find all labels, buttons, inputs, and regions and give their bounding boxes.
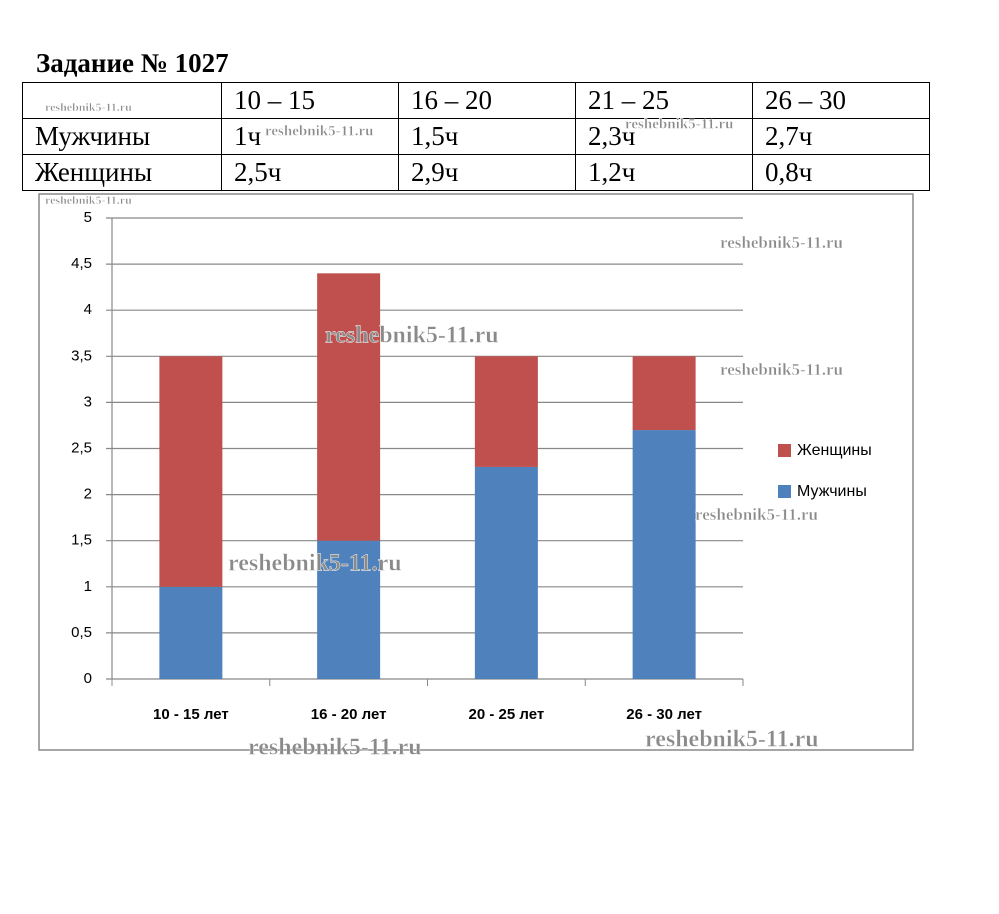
cell: Женщины xyxy=(22,154,222,191)
cell: Мужчины xyxy=(22,118,222,155)
y-tick-label: 0,5 xyxy=(71,624,92,641)
row: Женщины 2,5ч 2,9ч 1,2ч 0,8ч xyxy=(22,154,930,191)
bar-segment xyxy=(317,273,381,541)
watermark: reshebnik5-11.ru xyxy=(720,360,843,379)
y-tick-label: 0 xyxy=(84,670,92,687)
y-tick-label: 1 xyxy=(84,578,92,595)
x-tick-label: 16 - 20 лет xyxy=(311,706,387,723)
header-cell: 10 – 15 xyxy=(221,82,399,119)
cell: 1,2ч xyxy=(575,154,753,191)
bar-segment xyxy=(317,540,381,679)
header-cell: 16 – 20 xyxy=(398,82,576,119)
legend-swatch xyxy=(778,444,791,457)
x-tick-label: 20 - 25 лет xyxy=(469,706,545,723)
corner-cell xyxy=(22,82,222,119)
bar-segment xyxy=(474,356,538,467)
bar-segment xyxy=(159,356,223,587)
legend-label: Женщины xyxy=(797,442,872,459)
watermark: reshebnik5-11.ru xyxy=(325,323,499,349)
chart-frame xyxy=(38,193,914,751)
cell: 2,5ч xyxy=(221,154,399,191)
y-tick-label: 4 xyxy=(84,301,92,318)
y-tick-label: 2 xyxy=(84,486,92,503)
cell: 2,7ч xyxy=(752,118,930,155)
watermark: reshebnik5-11.ru xyxy=(45,193,132,207)
y-tick-label: 1,5 xyxy=(71,532,92,549)
cell: 2,9ч xyxy=(398,154,576,191)
y-tick-label: 3,5 xyxy=(71,347,92,364)
watermark: reshebnik5-11.ru xyxy=(228,551,402,577)
watermark: reshebnik5-11.ru xyxy=(625,116,734,132)
y-tick-label: 2,5 xyxy=(71,439,92,456)
bar-segment xyxy=(159,586,223,679)
watermark: reshebnik5-11.ru xyxy=(720,233,843,252)
watermark: reshebnik5-11.ru xyxy=(45,100,132,114)
bar-segment xyxy=(474,466,538,679)
data-table: 10 – 15 16 – 20 21 – 25 26 – 30 Мужчины … xyxy=(22,82,930,191)
cell: 0,8ч xyxy=(752,154,930,191)
watermark: reshebnik5-11.ru xyxy=(265,123,374,139)
watermark: reshebnik5-11.ru xyxy=(248,735,422,761)
watermark: reshebnik5-11.ru xyxy=(645,727,819,753)
y-tick-label: 4,5 xyxy=(71,255,92,272)
task-title: Задание № 1027 xyxy=(36,48,229,78)
bar-segment xyxy=(632,430,696,679)
watermark: reshebnik5-11.ru xyxy=(695,505,818,524)
x-tick-label: 10 - 15 лет xyxy=(153,706,229,723)
bar-segment xyxy=(632,356,696,431)
x-tick-label: 26 - 30 лет xyxy=(626,706,702,723)
y-tick-label: 3 xyxy=(84,393,92,410)
legend-label: Мужчины xyxy=(797,483,867,500)
y-tick-label: 5 xyxy=(84,209,92,226)
legend-swatch xyxy=(778,485,791,498)
